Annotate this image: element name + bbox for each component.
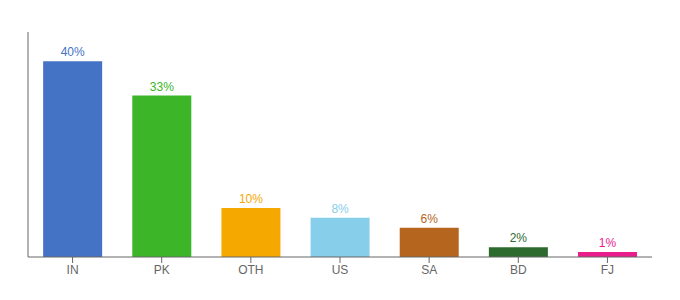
svg-text:6%: 6% xyxy=(421,212,439,226)
svg-text:FJ: FJ xyxy=(601,263,614,277)
svg-text:PK: PK xyxy=(154,263,170,277)
svg-text:US: US xyxy=(332,263,349,277)
svg-text:33%: 33% xyxy=(150,80,174,94)
svg-text:2%: 2% xyxy=(510,231,528,245)
svg-text:40%: 40% xyxy=(61,45,85,59)
svg-text:IN: IN xyxy=(67,263,79,277)
svg-text:BD: BD xyxy=(510,263,527,277)
svg-text:10%: 10% xyxy=(239,192,263,206)
svg-text:SA: SA xyxy=(421,263,437,277)
svg-text:8%: 8% xyxy=(331,202,349,216)
svg-text:OTH: OTH xyxy=(238,263,263,277)
svg-text:1%: 1% xyxy=(599,236,617,250)
